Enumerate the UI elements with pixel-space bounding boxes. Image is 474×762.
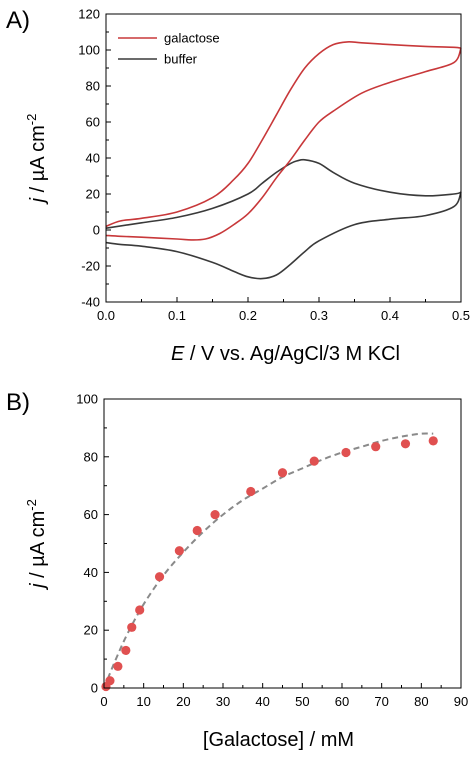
data-point (105, 676, 115, 686)
data-point (428, 436, 438, 446)
panel-a-x-tick-label: 0.4 (381, 308, 399, 323)
panel-b-x-tick-label: 40 (255, 694, 269, 709)
panel-a-y-axis-title-symbol: j (27, 197, 49, 205)
legend-label-galactose: galactose (164, 31, 220, 46)
panel-a-y-tick-label: 60 (86, 115, 100, 130)
data-point (341, 447, 351, 458)
panel-b-x-tick-label: 20 (176, 694, 190, 709)
data-point (135, 605, 145, 615)
panel-b-x-tick-label: 0 (100, 694, 107, 709)
panel-a-axes-frame (105, 13, 462, 303)
panel-b-x-tick-label: 50 (295, 694, 309, 709)
panel-a-y-axis-title-text: / µA cm (27, 125, 49, 198)
panel-a-x-tick-label: 0.5 (452, 308, 470, 323)
data-point (371, 442, 381, 452)
panel-b-x-axis-title: [Galactose] / mM (203, 729, 354, 751)
panel-b-x-tick-label: 60 (335, 694, 349, 709)
panel-b-y-tick-label: 60 (84, 507, 98, 522)
panel-b-x-tick-label: 70 (374, 694, 388, 709)
panel-a-x-axis-title: E / V vs. Ag/AgCl/3 M KCl (171, 343, 400, 365)
panel-a-y-tick-label: 100 (78, 43, 100, 58)
panel-b: B) 0 10 20 30 40 50 60 70 80 90 0 20 40 60 80 100 [Gala… (6, 389, 468, 751)
panel-b-y-axis-title-exponent: -2 (24, 499, 39, 511)
panel-a-x-axis-title-symbol: E (171, 343, 185, 365)
panel-b-x-tick-label: 10 (136, 694, 150, 709)
panel-b-x-tick-label: 80 (414, 694, 428, 709)
panel-a-x-axis-title-text: / V vs. Ag/AgCl/3 M KCl (184, 343, 400, 365)
panel-a-y-tick-label: 20 (86, 187, 100, 202)
panel-a-x-tick-label: 0.2 (239, 308, 257, 323)
panel-a-ticks: 0.0 0.1 0.2 0.3 0.4 0.5 -40 -20 0 20 40 60 80 100 120 (78, 7, 470, 324)
fit-curve (103, 432, 434, 689)
series-galactose-forward-scan (105, 41, 462, 228)
panel-b-y-tick-label: 80 (84, 449, 98, 464)
data-point (309, 456, 319, 466)
data-point (210, 509, 220, 520)
data-point (154, 572, 165, 582)
panel-a-legend: galactose buffer (118, 31, 220, 67)
panel-b-y-axis-title: j / µA cm-2 (24, 499, 49, 591)
legend-label-buffer: buffer (164, 52, 198, 67)
panel-a-y-tick-label: -20 (81, 259, 100, 274)
panel-a-y-axis-title: j / µA cm-2 (24, 114, 49, 206)
series-buffer-forward-scan (105, 158, 462, 229)
panel-b-ticks: 0 10 20 30 40 50 60 70 80 90 0 20 40 60 80 100 (76, 392, 468, 710)
data-point (400, 439, 411, 449)
data-point (246, 486, 256, 497)
panel-a-y-axis-title-exponent: -2 (24, 114, 39, 126)
panel-b-y-axis-title-symbol: j (27, 583, 49, 591)
panel-b-plot-area (101, 432, 438, 692)
panel-a-x-tick-label: 0.3 (310, 308, 328, 323)
panel-b-y-tick-label: 0 (91, 681, 98, 696)
panel-b-label: B) (6, 389, 30, 416)
panel-a-x-tick-label: 0.0 (97, 308, 115, 323)
panel-a-y-tick-label: -40 (81, 295, 100, 310)
panel-a-plot-area (105, 41, 462, 280)
series-galactose-reverse-scan (105, 47, 462, 241)
data-point (127, 622, 137, 632)
panel-a-y-tick-label: 80 (86, 79, 100, 94)
series-buffer-reverse-scan (105, 191, 462, 280)
panel-a-x-tick-label: 0.1 (168, 308, 186, 323)
panel-b-x-tick-label: 30 (216, 694, 230, 709)
data-point (113, 661, 123, 671)
panel-b-y-tick-label: 40 (84, 565, 98, 580)
panel-a-y-tick-label: 40 (86, 151, 100, 166)
panel-a-y-tick-label: 0 (93, 223, 100, 238)
panel-b-y-axis-title-text: / µA cm (27, 511, 49, 584)
data-point (174, 546, 184, 556)
panel-b-x-tick-label: 90 (454, 694, 468, 709)
panel-a: A) 0.0 0.1 0.2 0.3 0.4 0.5 -40 -20 0 20 40 60 80 100 1… (6, 7, 470, 366)
panel-b-axes-frame (103, 398, 462, 689)
data-point (192, 525, 202, 536)
data-point (277, 468, 288, 478)
panel-b-y-tick-label: 100 (76, 392, 98, 407)
data-point (121, 645, 131, 656)
panel-b-y-tick-label: 20 (84, 623, 98, 638)
panel-a-label: A) (6, 7, 30, 34)
panel-a-y-tick-label: 120 (78, 7, 100, 22)
